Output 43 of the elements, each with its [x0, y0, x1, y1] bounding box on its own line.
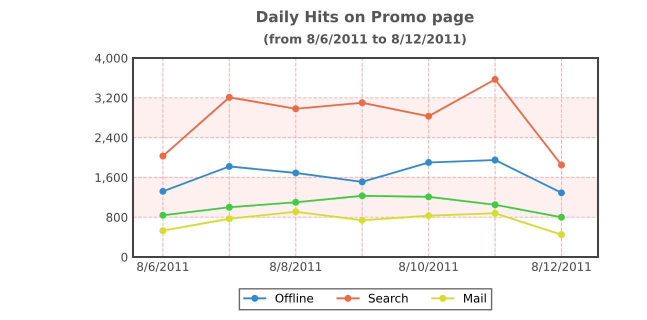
point: [159, 212, 166, 219]
x-tick-label: 8/10/2011: [399, 262, 458, 272]
x-tick-label: 8/6/2011: [137, 262, 188, 272]
point: [358, 99, 366, 106]
x-tick-label: 8/12/2011: [532, 262, 591, 272]
point: [226, 162, 233, 170]
y-tick-label: 1,600: [96, 173, 128, 184]
point: [558, 189, 565, 196]
y-tick-label: 3,200: [95, 94, 128, 104]
y-tick-label: 2,400: [95, 133, 128, 144]
legend-label: Offline: [275, 293, 314, 303]
point: [358, 178, 366, 186]
point: [292, 169, 300, 176]
chart-subtitle: (from 8/6/2011 to 8/12/2011): [264, 34, 466, 46]
point: [226, 94, 233, 101]
point: [492, 201, 499, 208]
point: [425, 193, 432, 200]
point: [425, 159, 432, 166]
y-tick-label: 800: [106, 212, 128, 222]
point: [558, 214, 565, 221]
chart-title: Daily Hits on Promo page: [257, 10, 474, 26]
legend-label: Search: [368, 293, 408, 303]
point: [425, 212, 432, 220]
x-tick-label: 8/8/2011: [270, 262, 322, 272]
point: [558, 161, 565, 168]
point: [425, 112, 432, 120]
y-tick-label: 0: [121, 252, 128, 262]
point: [492, 76, 499, 83]
point: [292, 105, 300, 112]
point: [358, 216, 366, 224]
point: [159, 188, 166, 195]
legend-label: Mail: [464, 293, 486, 303]
point: [159, 152, 166, 160]
point: [292, 208, 300, 216]
point: [558, 231, 565, 238]
point: [358, 192, 366, 200]
point: [159, 227, 166, 234]
y-tick-label: 4,000: [94, 54, 128, 64]
point: [292, 198, 300, 206]
point: [226, 215, 233, 222]
point: [492, 210, 499, 217]
point: [492, 156, 499, 164]
point: [226, 204, 233, 211]
